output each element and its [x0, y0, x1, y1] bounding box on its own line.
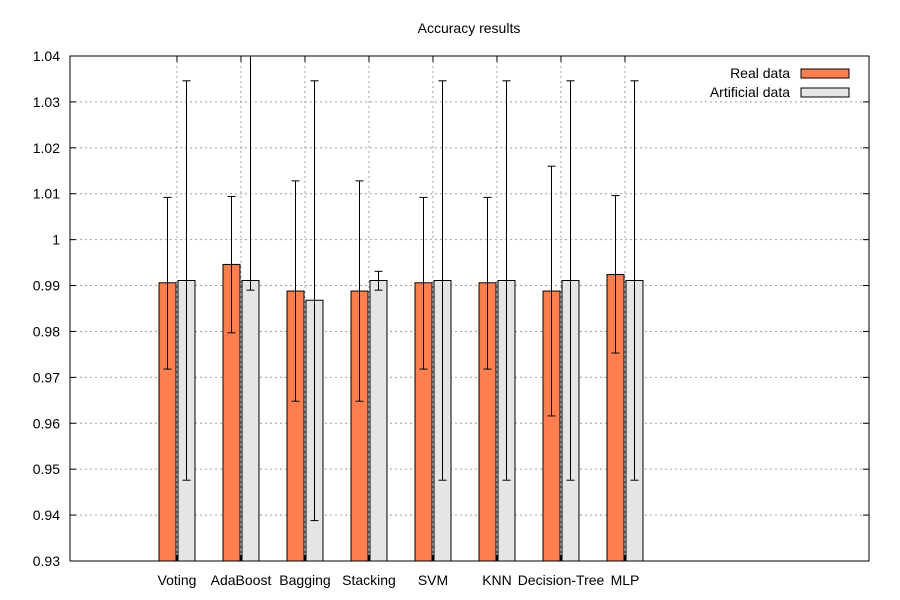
y-tick-label: 0.96: [33, 415, 60, 431]
x-tick-label: MLP: [611, 572, 640, 588]
plot-frame: [69, 55, 870, 562]
bar-artificial: [241, 279, 260, 562]
x-tick-label: Voting: [158, 572, 197, 588]
legend-swatch: [800, 87, 850, 98]
x-tick-label: Stacking: [342, 572, 396, 588]
grid-lines: [70, 56, 869, 561]
legend-label: Artificial data: [710, 84, 790, 100]
chart-title: Accuracy results: [418, 20, 521, 36]
y-tick-label: 0.94: [33, 507, 60, 523]
y-tick-label: 1: [52, 232, 60, 248]
legend-label: Real data: [730, 65, 790, 81]
legend-swatch: [800, 68, 850, 79]
x-tick-label: AdaBoost: [211, 572, 272, 588]
y-tick-label: 1.01: [33, 186, 60, 202]
error-bars: [163, 56, 639, 522]
bar-artificial: [369, 279, 388, 562]
x-tick-label: Bagging: [279, 572, 330, 588]
y-tick-label: 0.99: [33, 278, 60, 294]
x-tick-label: SVM: [418, 572, 448, 588]
y-tick-label: 0.97: [33, 369, 60, 385]
x-tick-label: Decision-Tree: [518, 572, 605, 588]
x-axis: Voting AdaBoost Bagging Stacking SVM KNN Decis…: [158, 56, 640, 588]
y-tick-label: 0.95: [33, 461, 60, 477]
x-tick-label: KNN: [482, 572, 512, 588]
y-tick-label: 1.04: [33, 48, 60, 64]
y-tick-label: 0.93: [33, 553, 60, 569]
y-tick-label: 1.03: [33, 94, 60, 110]
y-tick-label: 1.02: [33, 140, 60, 156]
y-axis: 0.93 0.94 0.95 0.96 0.97 0.98 0.99 1 1.01 1.02 1.0…: [33, 48, 869, 569]
y-tick-label: 0.98: [33, 323, 60, 339]
legend: Real data Artificial data: [710, 65, 850, 100]
